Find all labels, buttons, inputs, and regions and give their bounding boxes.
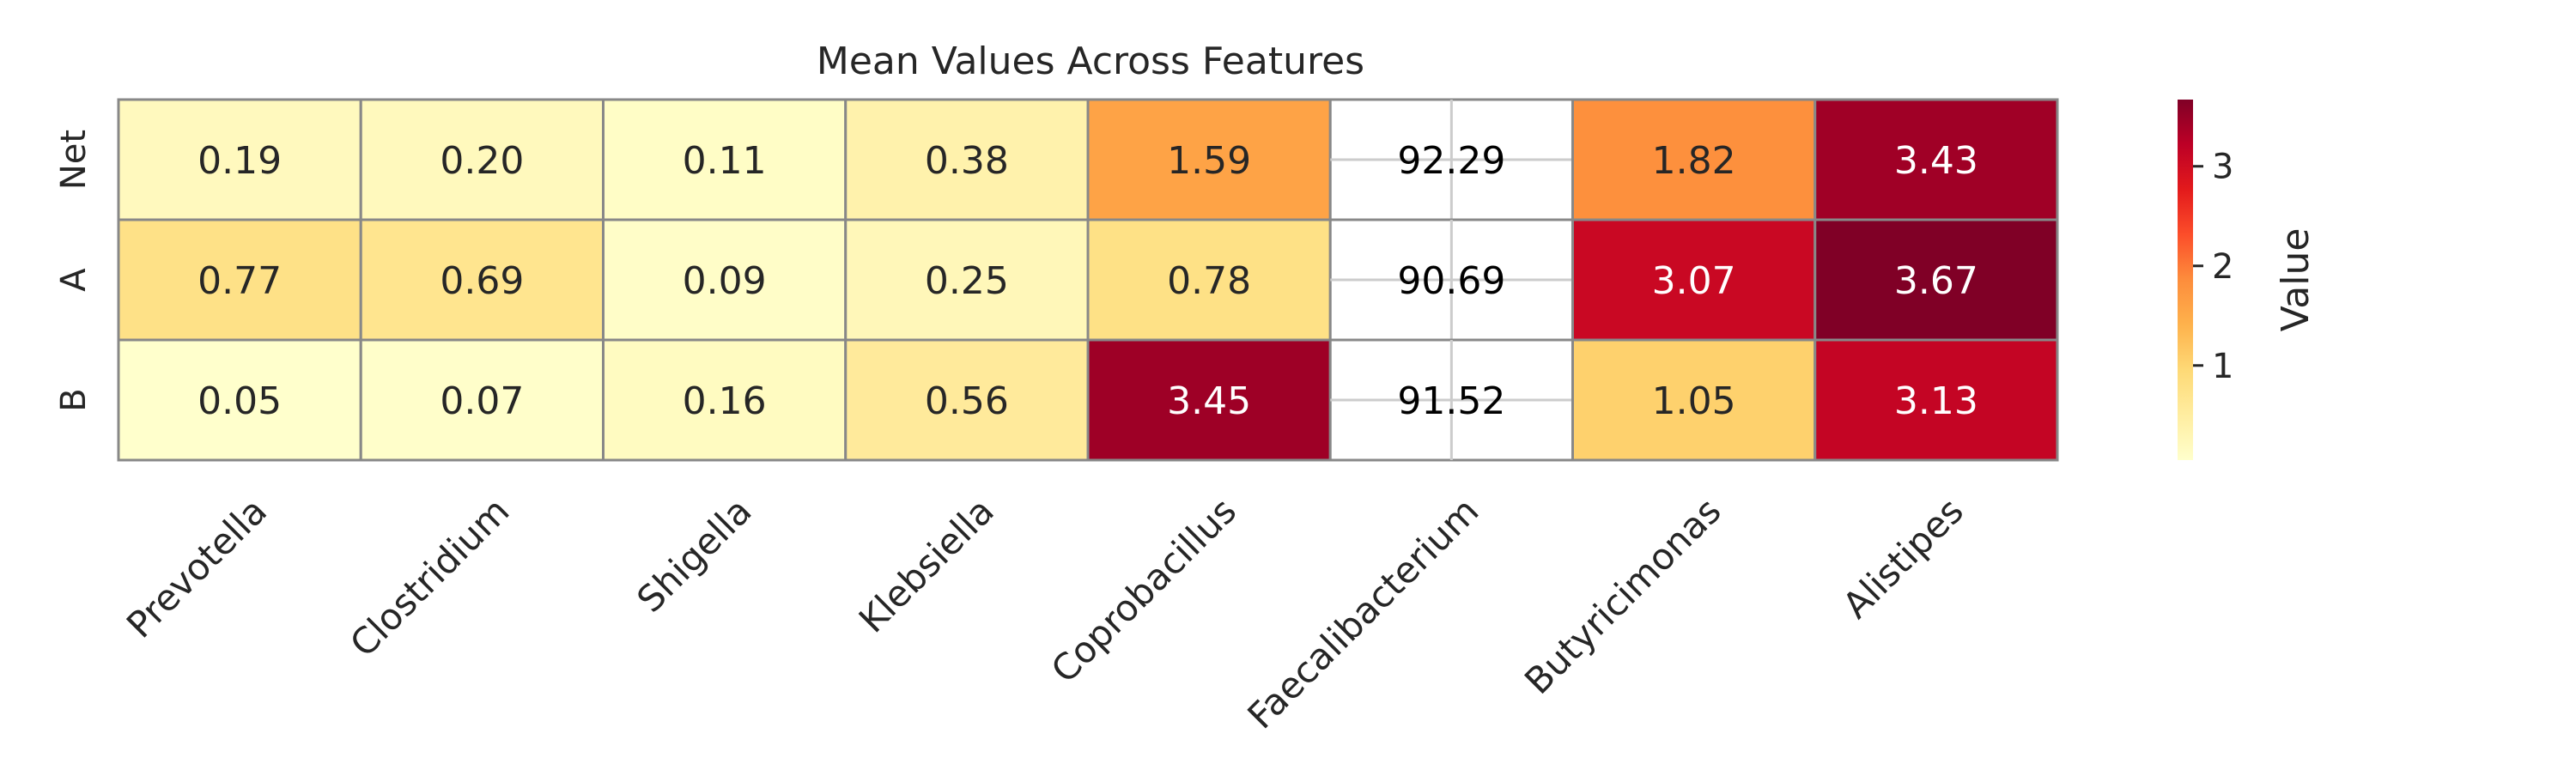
heatmap-cell-b-alistipes-label: 3.13 xyxy=(1894,379,1978,423)
heatmap-cell-b-coprobacillus xyxy=(1086,338,1332,462)
x-tick-label-butyricimonas: Butyricimonas xyxy=(1516,489,1729,702)
x-tick-label-alistipes: Alistipes xyxy=(1835,489,1971,626)
colorbar-tick-label: 1 xyxy=(2212,347,2233,386)
x-tick-label-coprobacillus: Coprobacillus xyxy=(1043,489,1245,691)
colorbar-tick-label: 3 xyxy=(2212,148,2233,187)
colorbar-tick-label: 2 xyxy=(2212,247,2233,287)
heatmap-cell-net-klebsiella xyxy=(844,98,1090,221)
heatmap-cell-b-klebsiella xyxy=(844,338,1090,462)
heatmap-cell-b-shigella-label: 0.16 xyxy=(683,379,767,423)
heatmap-cell-a-coprobacillus-label: 0.78 xyxy=(1167,259,1251,303)
x-tick-label-clostridium: Clostridium xyxy=(342,489,517,664)
heatmap-cell-b-klebsiella-label: 0.56 xyxy=(925,379,1009,423)
colorbar-label: Value xyxy=(2274,228,2318,332)
heatmap-cell-a-alistipes-label: 3.67 xyxy=(1894,259,1978,303)
heatmap-cell-net-coprobacillus-label: 1.59 xyxy=(1167,139,1251,183)
heatmap-cell-net-butyricimonas-label: 1.82 xyxy=(1652,139,1736,183)
heatmap-cell-net-alistipes-label: 3.43 xyxy=(1894,139,1978,183)
x-tick-label-faecalibacterium: Faecalibacterium xyxy=(1239,489,1486,737)
y-axis-labels: Net A B xyxy=(54,130,94,412)
heatmap-cell-a-shigella-label: 0.09 xyxy=(683,259,767,303)
heatmap-cell-b-shigella xyxy=(602,338,848,462)
heatmap-cell-b-clostridium-label: 0.07 xyxy=(440,379,524,423)
heatmap-cell-a-shigella xyxy=(602,218,848,342)
y-tick-label-a: A xyxy=(54,268,94,292)
y-tick-label-net: Net xyxy=(54,130,94,190)
chart-title: Mean Values Across Features xyxy=(817,39,1364,83)
heatmap-cell-b-butyricimonas xyxy=(1571,338,1817,462)
heatmap-cell-net-butyricimonas xyxy=(1571,98,1817,221)
x-tick-label-klebsiella: Klebsiella xyxy=(851,489,1002,640)
heatmap-cell-b-coprobacillus-label: 3.45 xyxy=(1167,379,1251,423)
x-tick-label-shigella: Shigella xyxy=(629,489,759,620)
heatmap-cell-b-butyricimonas-label: 1.05 xyxy=(1652,379,1736,423)
x-axis-labels: Prevotella Clostridium Shigella Klebsiella C… xyxy=(118,489,1971,737)
heatmap-cell-a-klebsiella xyxy=(844,218,1090,342)
heatmap-cells: 0.19 0.20 0.11 0.38 1.59 92.29 1.82 3.43 0.77 0.6… xyxy=(117,98,2059,462)
y-tick-label-b: B xyxy=(54,388,94,411)
heatmap-cell-b-alistipes xyxy=(1814,338,2059,462)
heatmap-cell-a-clostridium xyxy=(359,218,605,342)
heatmap-cell-b-prevotella-label: 0.05 xyxy=(197,379,282,423)
heatmap-cell-a-faecalibacterium-label: 90.69 xyxy=(1397,259,1505,303)
heatmap-cell-a-clostridium-label: 0.69 xyxy=(440,259,524,303)
heatmap-cell-a-butyricimonas-label: 3.07 xyxy=(1652,259,1736,303)
heatmap-cell-net-shigella-label: 0.11 xyxy=(683,139,767,183)
heatmap-cell-net-prevotella-label: 0.19 xyxy=(197,139,282,183)
heatmap-cell-net-clostridium xyxy=(359,98,605,221)
heatmap-cell-a-klebsiella-label: 0.25 xyxy=(925,259,1009,303)
heatmap-cell-net-klebsiella-label: 0.38 xyxy=(925,139,1009,183)
heatmap-cell-b-clostridium xyxy=(359,338,605,462)
colorbar-gradient xyxy=(2178,100,2193,460)
x-tick-label-prevotella: Prevotella xyxy=(118,489,275,646)
colorbar: 1 2 3 Value xyxy=(2178,100,2318,460)
heatmap-cell-net-clostridium-label: 0.20 xyxy=(440,139,524,183)
heatmap-cell-a-prevotella-label: 0.77 xyxy=(197,259,282,303)
heatmap-cell-a-coprobacillus xyxy=(1086,218,1332,342)
heatmap-cell-b-faecalibacterium-label: 91.52 xyxy=(1397,379,1505,423)
heatmap-cell-net-faecalibacterium-label: 92.29 xyxy=(1397,139,1505,183)
heatmap-cell-net-prevotella xyxy=(117,98,362,221)
heatmap-cell-net-shigella xyxy=(602,98,848,221)
heatmap-cell-a-alistipes xyxy=(1814,218,2059,342)
